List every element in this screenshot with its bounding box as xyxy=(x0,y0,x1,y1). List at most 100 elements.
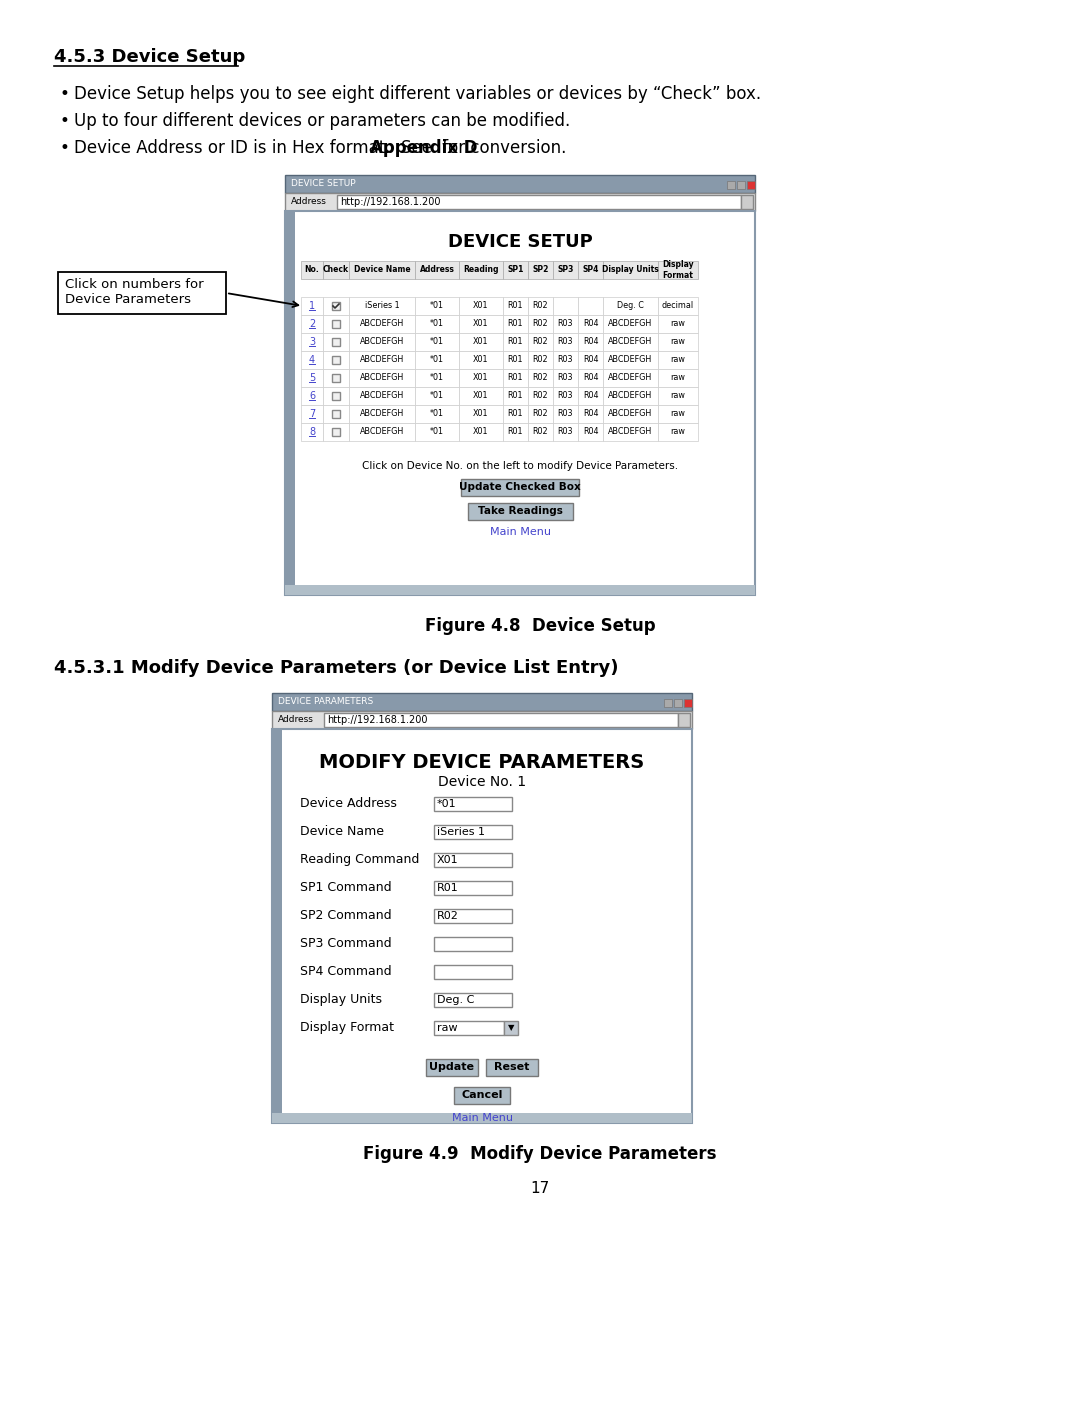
Bar xyxy=(503,333,528,352)
Bar xyxy=(658,261,698,280)
Text: Address: Address xyxy=(291,198,327,206)
Bar xyxy=(332,337,340,346)
Bar xyxy=(658,405,698,424)
Bar xyxy=(504,1021,518,1035)
Bar xyxy=(324,713,678,727)
Text: 8: 8 xyxy=(309,426,315,436)
Bar xyxy=(578,315,603,333)
Text: Device Setup helps you to see eight different variables or devices by “Check” bo: Device Setup helps you to see eight diff… xyxy=(75,85,761,103)
Bar xyxy=(459,297,503,315)
Bar xyxy=(301,405,323,424)
Text: SP4 Command: SP4 Command xyxy=(300,964,392,979)
Bar xyxy=(603,261,658,280)
Bar xyxy=(747,181,755,189)
Bar xyxy=(528,333,553,352)
Bar xyxy=(553,405,578,424)
Text: R04: R04 xyxy=(583,319,598,329)
Text: SP1 Command: SP1 Command xyxy=(300,881,392,894)
Bar xyxy=(553,315,578,333)
Text: *01: *01 xyxy=(437,799,457,809)
Bar xyxy=(332,302,340,311)
Text: R01: R01 xyxy=(508,428,523,436)
Bar xyxy=(503,405,528,424)
Text: ABCDEFGH: ABCDEFGH xyxy=(608,391,652,401)
Bar xyxy=(553,352,578,369)
Text: Up to four different devices or parameters can be modified.: Up to four different devices or paramete… xyxy=(75,112,570,130)
Bar xyxy=(301,333,323,352)
Bar xyxy=(553,387,578,405)
Bar xyxy=(301,369,323,387)
Bar xyxy=(737,181,745,189)
Text: Device Name: Device Name xyxy=(300,825,384,837)
Text: R04: R04 xyxy=(583,356,598,364)
Text: 3: 3 xyxy=(309,337,315,347)
Text: R01: R01 xyxy=(508,374,523,383)
Bar xyxy=(323,297,349,315)
Bar xyxy=(434,853,512,867)
Text: ABCDEFGH: ABCDEFGH xyxy=(608,337,652,346)
Text: 6: 6 xyxy=(309,391,315,401)
Bar xyxy=(486,1059,538,1076)
Text: http://192.168.1.200: http://192.168.1.200 xyxy=(327,714,428,724)
Bar xyxy=(332,409,340,418)
Bar xyxy=(434,796,512,810)
Bar xyxy=(459,315,503,333)
Bar xyxy=(415,369,459,387)
Bar xyxy=(332,428,340,436)
Text: DEVICE PARAMETERS: DEVICE PARAMETERS xyxy=(278,698,374,706)
Bar xyxy=(434,993,512,1007)
Bar xyxy=(658,387,698,405)
Bar xyxy=(323,424,349,441)
Text: Device Name: Device Name xyxy=(353,265,410,274)
Bar xyxy=(415,333,459,352)
Bar xyxy=(415,352,459,369)
Bar xyxy=(503,424,528,441)
Bar xyxy=(285,210,755,594)
Text: SP4: SP4 xyxy=(582,265,598,274)
Bar xyxy=(272,1113,692,1123)
Text: *01: *01 xyxy=(430,319,444,329)
Bar xyxy=(301,352,323,369)
Text: ABCDEFGH: ABCDEFGH xyxy=(360,356,404,364)
Text: Display
Format: Display Format xyxy=(662,260,693,280)
Bar xyxy=(528,297,553,315)
Bar xyxy=(349,315,415,333)
Bar xyxy=(528,424,553,441)
Text: raw: raw xyxy=(437,1024,458,1034)
Text: raw: raw xyxy=(671,374,686,383)
Bar xyxy=(678,713,690,727)
Bar xyxy=(454,1087,510,1104)
Text: Device No. 1: Device No. 1 xyxy=(437,775,526,789)
Text: *01: *01 xyxy=(430,428,444,436)
Text: ABCDEFGH: ABCDEFGH xyxy=(360,409,404,418)
Text: for conversion.: for conversion. xyxy=(437,138,566,157)
Text: R01: R01 xyxy=(508,302,523,311)
Text: R02: R02 xyxy=(532,391,549,401)
Text: No.: No. xyxy=(305,265,320,274)
Text: R03: R03 xyxy=(557,319,573,329)
Text: Device Address: Device Address xyxy=(300,796,396,810)
Text: X01: X01 xyxy=(473,409,489,418)
Bar xyxy=(603,352,658,369)
Text: 4.5.3.1 Modify Device Parameters (or Device List Entry): 4.5.3.1 Modify Device Parameters (or Dev… xyxy=(54,659,619,676)
Text: ABCDEFGH: ABCDEFGH xyxy=(360,391,404,401)
Text: iSeries 1: iSeries 1 xyxy=(437,827,485,837)
Text: •: • xyxy=(60,138,70,157)
Bar xyxy=(434,825,512,839)
Text: X01: X01 xyxy=(473,428,489,436)
Bar xyxy=(578,369,603,387)
Bar xyxy=(658,369,698,387)
Text: SP2 Command: SP2 Command xyxy=(300,909,392,922)
Text: R02: R02 xyxy=(437,911,459,921)
Bar xyxy=(332,356,340,364)
Bar xyxy=(301,261,323,280)
Bar xyxy=(58,273,226,313)
Bar xyxy=(323,315,349,333)
Bar xyxy=(426,1059,478,1076)
Text: DEVICE SETUP: DEVICE SETUP xyxy=(447,233,592,251)
Bar xyxy=(553,424,578,441)
Bar xyxy=(528,369,553,387)
Text: X01: X01 xyxy=(473,302,489,311)
Bar xyxy=(503,387,528,405)
Text: R01: R01 xyxy=(508,391,523,401)
